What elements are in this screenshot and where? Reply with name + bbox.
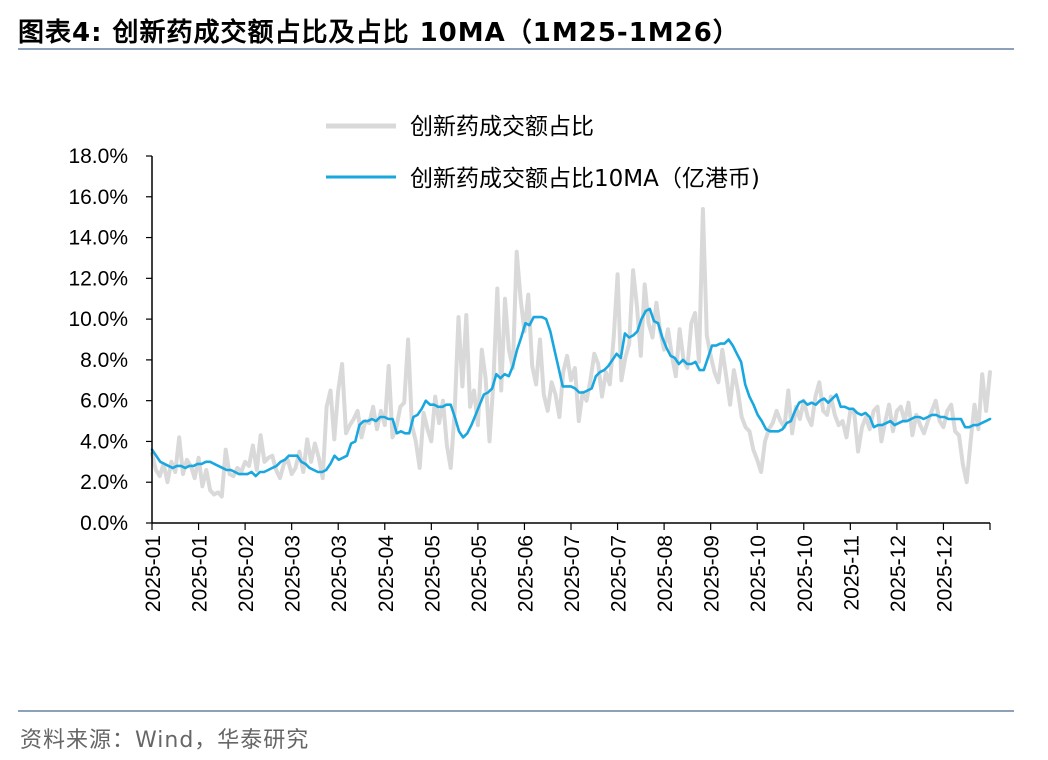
- x-tick-label: 2025-03: [328, 535, 351, 612]
- x-tick-label: 2025-10: [794, 535, 817, 612]
- x-tick-label: 2025-12: [887, 535, 910, 612]
- legend-label-ratio: 创新药成交额占比: [410, 114, 594, 140]
- x-tick-label: 2025-11: [840, 535, 863, 611]
- y-tick-label: 16.0%: [68, 186, 128, 209]
- y-tick-label: 4.0%: [80, 430, 128, 453]
- x-tick-label: 2025-10: [747, 535, 770, 612]
- y-tick-label: 0.0%: [80, 512, 128, 535]
- series-line-ratio: [150, 207, 992, 499]
- x-tick-label: 2025-08: [654, 535, 677, 612]
- x-tick-label: 2025-07: [561, 535, 584, 612]
- x-tick-label: 2025-01: [189, 535, 212, 612]
- y-tick-label: 8.0%: [80, 349, 128, 372]
- y-tick-label: 6.0%: [80, 390, 128, 413]
- title-divider: [18, 48, 1014, 50]
- y-tick-label: 14.0%: [68, 227, 128, 250]
- x-tick-label: 2025-03: [282, 535, 305, 612]
- page-title: 图表4: 创新药成交额占比及占比 10MA（1M25-1M26）: [18, 18, 740, 48]
- x-tick-label: 2025-12: [933, 535, 956, 612]
- y-tick-label: 2.0%: [80, 471, 128, 494]
- source-note: 资料来源：Wind，华泰研究: [20, 728, 310, 753]
- legend-label-ma: 创新药成交额占比10MA（亿港币): [410, 166, 760, 192]
- legend: 创新药成交额占比 创新药成交额占比10MA（亿港币): [326, 114, 760, 192]
- x-tick-label: 2025-06: [514, 535, 537, 612]
- x-tick-label: 2025-09: [701, 535, 724, 612]
- axes: 0.0% 2.0% 4.0% 6.0% 8.0% 10.0% 12.0% 14.0% 16.0%…: [68, 145, 991, 612]
- plot-lines: [150, 207, 992, 499]
- y-tick-label: 10.0%: [68, 308, 128, 331]
- x-tick-label: 2025-04: [375, 535, 398, 612]
- x-tick-label: 2025-07: [608, 535, 631, 612]
- y-tick-label: 12.0%: [68, 267, 128, 290]
- x-tick-label: 2025-05: [421, 535, 444, 612]
- series-line-ma: [150, 307, 992, 478]
- x-tick-label: 2025-01: [142, 535, 165, 612]
- x-tick-label: 2025-05: [468, 535, 491, 612]
- footer-divider: [18, 710, 1014, 712]
- y-tick-label: 18.0%: [68, 145, 128, 168]
- x-tick-label: 2025-02: [235, 535, 258, 612]
